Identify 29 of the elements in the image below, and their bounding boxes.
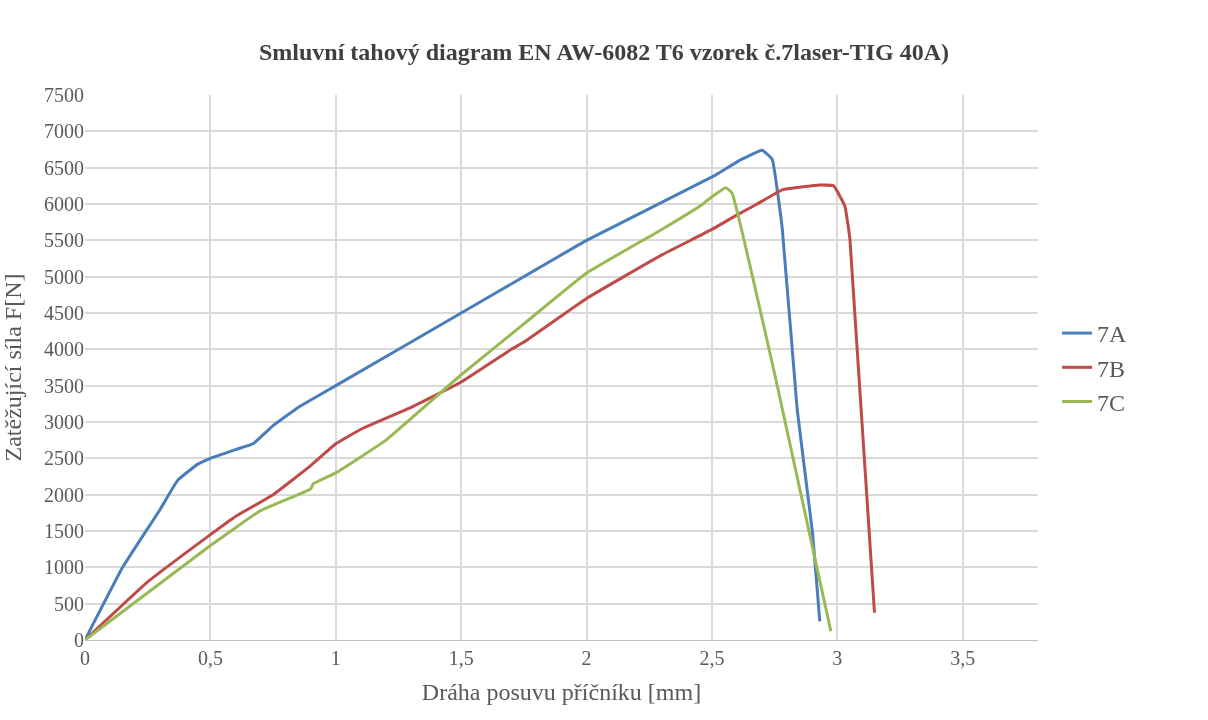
x-tick-label: 1,5 [448,647,474,669]
x-tick-label: 2 [581,647,592,669]
y-tick-label: 3500 [44,374,84,397]
y-tick-label: 6500 [44,156,84,179]
y-tick-label: 7000 [44,120,84,143]
y-tick-label: 4000 [44,338,84,361]
y-tick-label: 500 [54,592,84,615]
x-tick-label: 2,5 [699,647,725,669]
y-tick-label: 1500 [44,520,84,542]
x-tick-label: 1 [330,647,341,669]
y-tick-label: 4500 [44,302,84,324]
y-tick-label: 5500 [44,229,84,252]
x-tick-label: 3 [832,647,843,669]
y-tick-label: 2500 [44,447,84,470]
y-tick-label: 3000 [44,411,84,433]
y-axis-title: Zatěžující síla F[N] [0,273,27,462]
chart-title: Smluvní tahový diagram EN AW-6082 T6 vzorek č.7laser-TIG 40A) [258,39,950,65]
legend-label: 7C [1097,389,1126,416]
y-tick-label: 7500 [44,84,84,106]
x-tick-label: 3,5 [950,647,976,669]
legend-label: 7A [1097,321,1128,348]
y-tick-label: 1000 [44,556,84,579]
y-tick-label: 2000 [44,483,84,506]
y-tick-label: 6000 [44,193,84,215]
y-tick-label: 0 [74,629,84,651]
y-tick-label: 5000 [44,265,84,288]
x-axis-title: Dráha posuvu příčníku [mm] [421,679,702,706]
x-tick-label: 0,5 [197,647,223,669]
legend-label: 7B [1097,355,1126,382]
